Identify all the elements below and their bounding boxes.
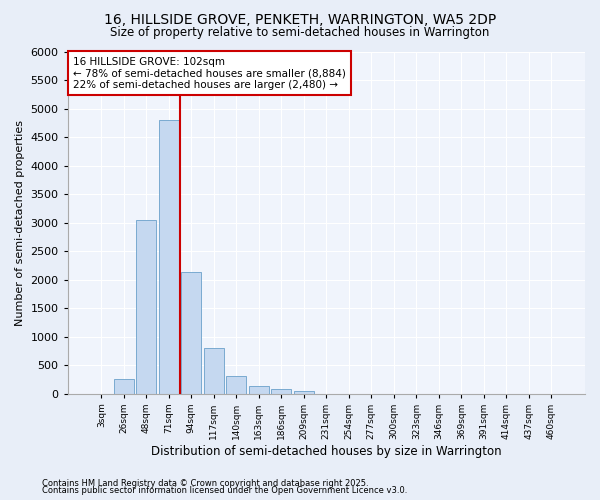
- Text: Contains HM Land Registry data © Crown copyright and database right 2025.: Contains HM Land Registry data © Crown c…: [42, 478, 368, 488]
- Bar: [136, 220, 157, 394]
- Text: 16, HILLSIDE GROVE, PENKETH, WARRINGTON, WA5 2DP: 16, HILLSIDE GROVE, PENKETH, WARRINGTON,…: [104, 12, 496, 26]
- Bar: [294, 390, 314, 394]
- Text: Size of property relative to semi-detached houses in Warrington: Size of property relative to semi-detach…: [110, 26, 490, 39]
- Text: 16 HILLSIDE GROVE: 102sqm
← 78% of semi-detached houses are smaller (8,884)
22% : 16 HILLSIDE GROVE: 102sqm ← 78% of semi-…: [73, 56, 346, 90]
- Bar: [226, 376, 247, 394]
- Y-axis label: Number of semi-detached properties: Number of semi-detached properties: [15, 120, 25, 326]
- Bar: [204, 348, 224, 394]
- Bar: [271, 389, 292, 394]
- Bar: [159, 120, 179, 394]
- X-axis label: Distribution of semi-detached houses by size in Warrington: Distribution of semi-detached houses by …: [151, 444, 502, 458]
- Bar: [181, 272, 202, 394]
- Bar: [249, 386, 269, 394]
- Text: Contains public sector information licensed under the Open Government Licence v3: Contains public sector information licen…: [42, 486, 407, 495]
- Bar: [114, 380, 134, 394]
